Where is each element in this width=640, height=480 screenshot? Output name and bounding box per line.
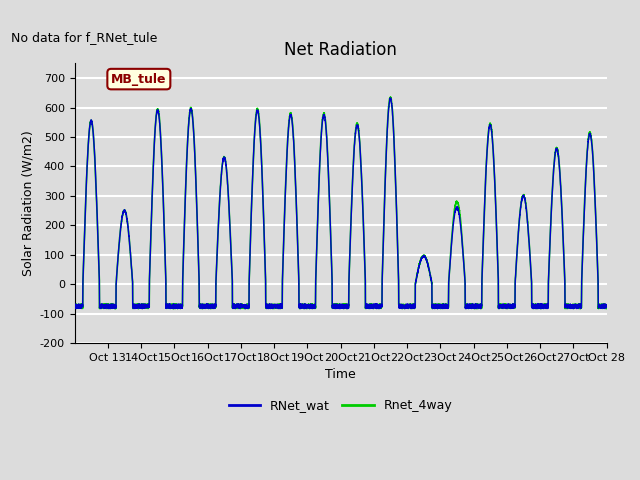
Legend: RNet_wat, Rnet_4way: RNet_wat, Rnet_4way (224, 394, 458, 417)
Y-axis label: Solar Radiation (W/m2): Solar Radiation (W/m2) (21, 131, 34, 276)
Title: Net Radiation: Net Radiation (284, 41, 397, 59)
Text: No data for f_RNet_tule: No data for f_RNet_tule (11, 31, 157, 44)
X-axis label: Time: Time (325, 368, 356, 381)
Text: MB_tule: MB_tule (111, 72, 166, 85)
